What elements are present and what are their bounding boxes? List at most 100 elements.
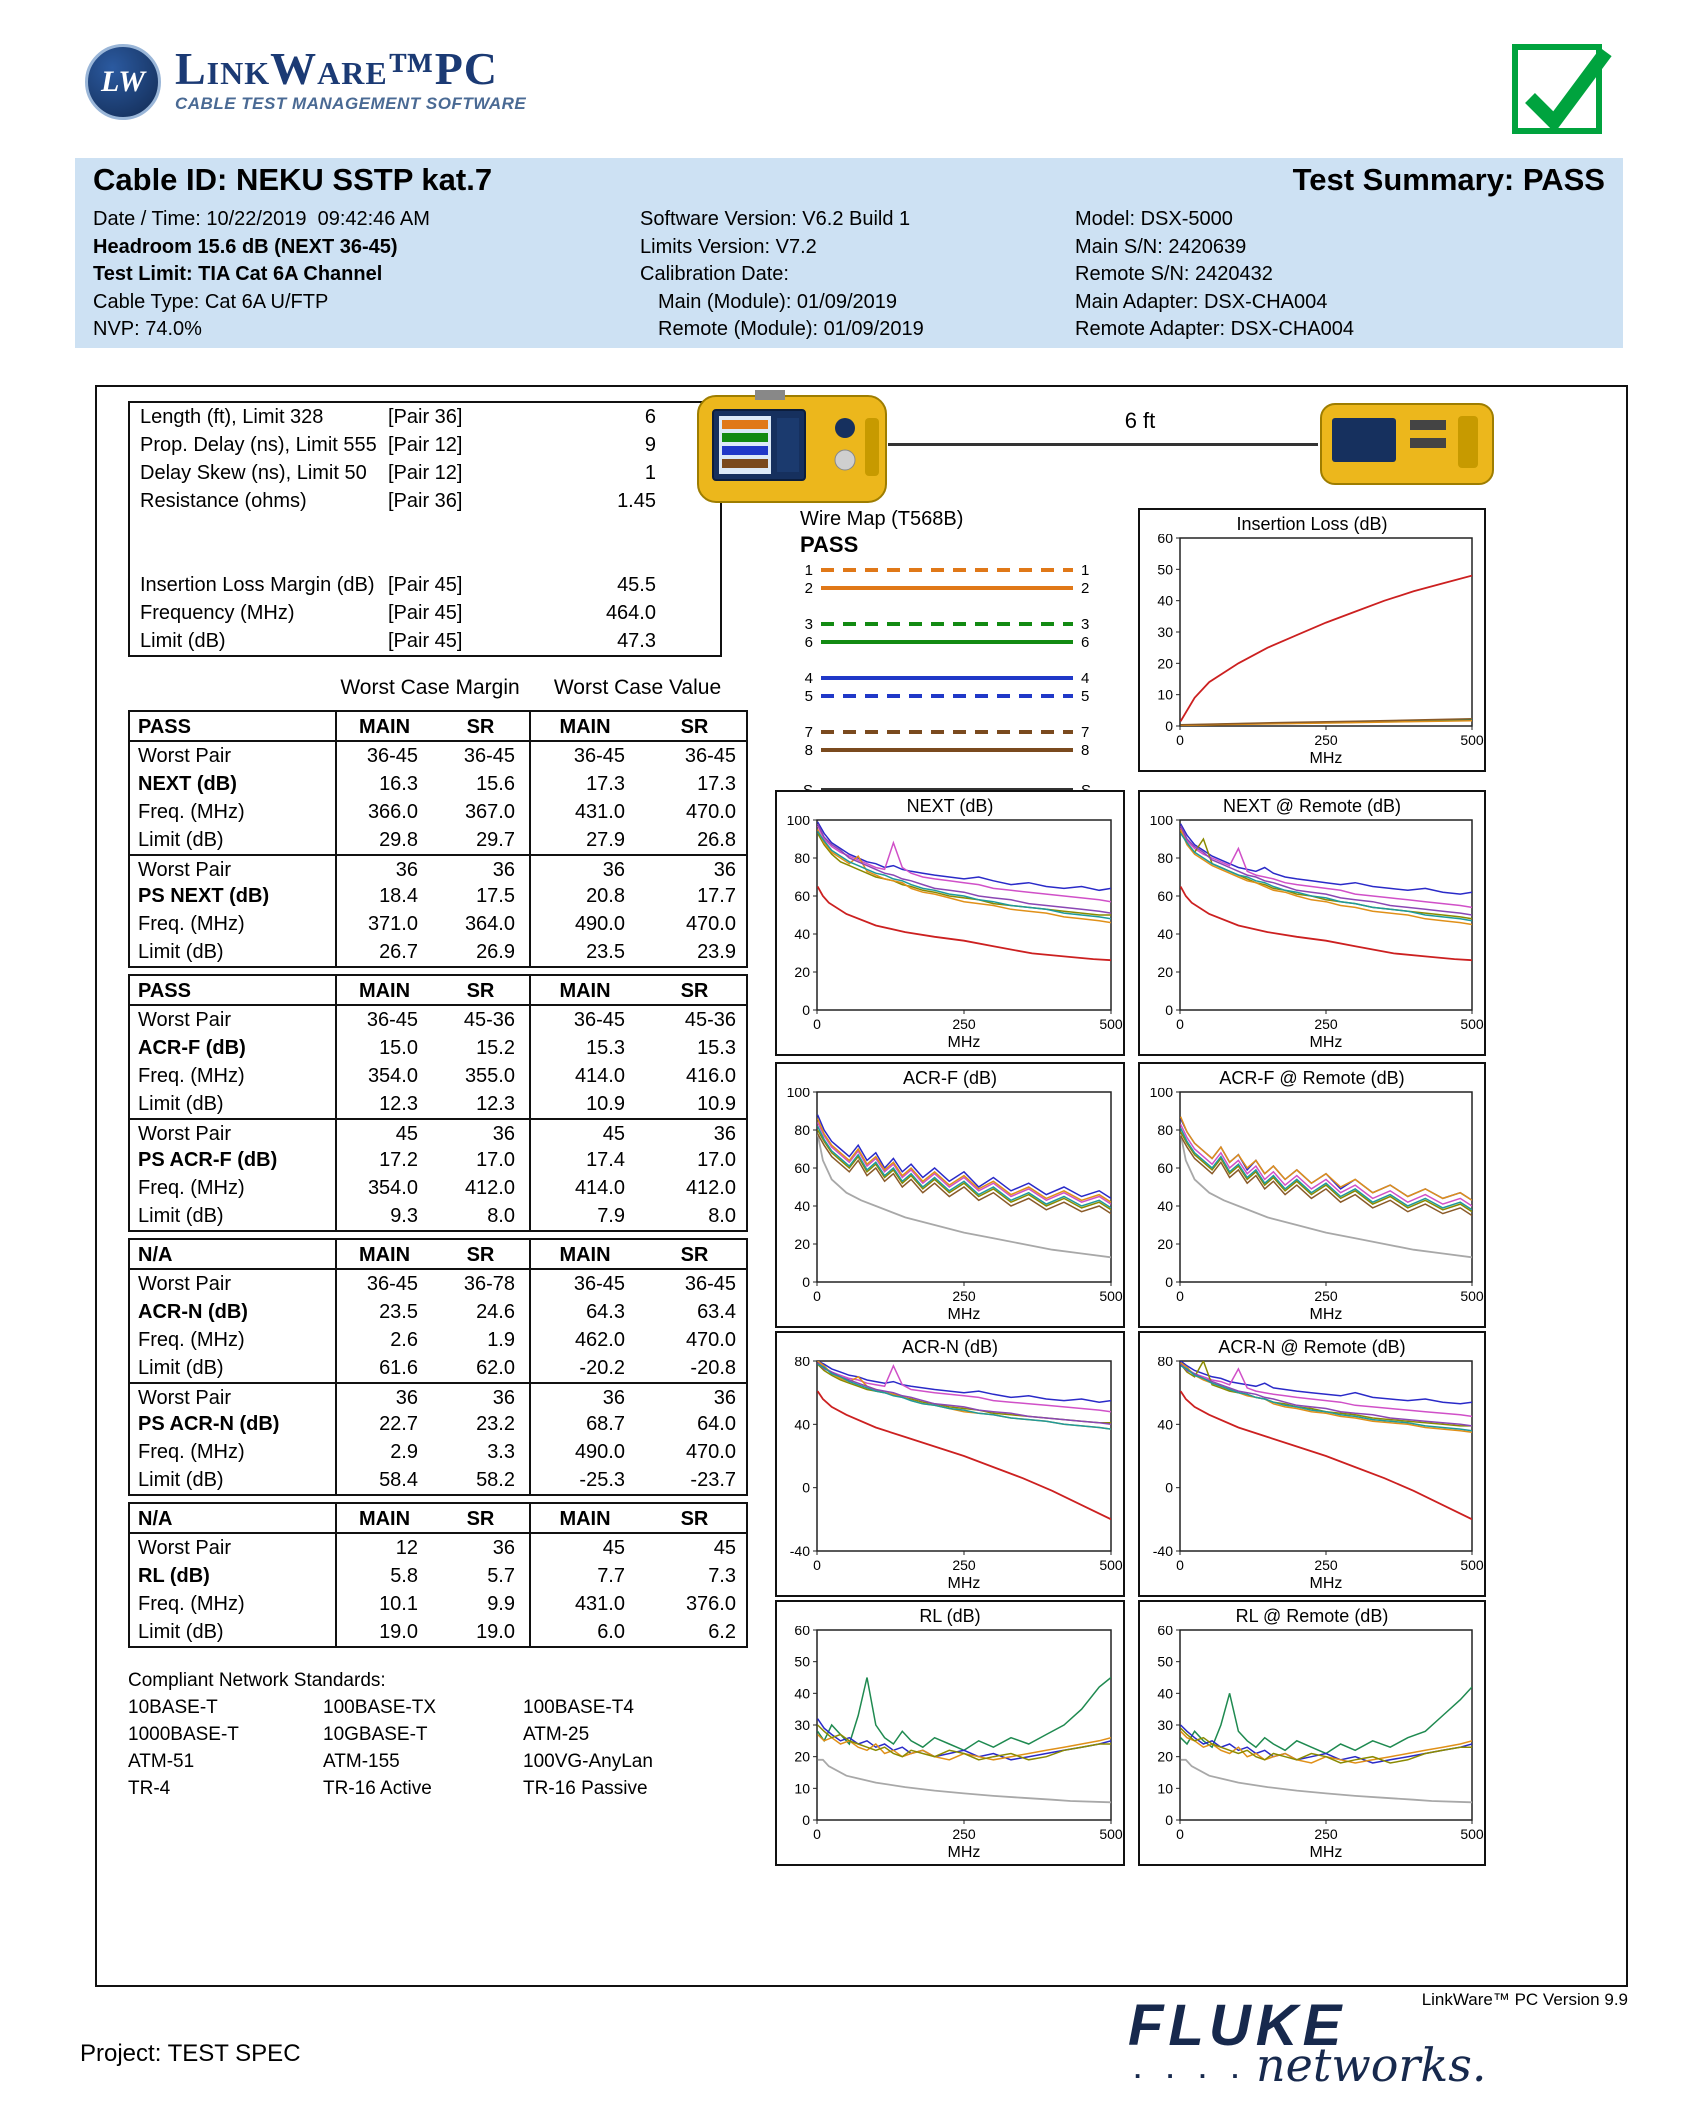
results-block: N/A MAIN SR MAIN SR Worst Pair 36-45 36-78 36-45… — [128, 1238, 748, 1496]
results-cell: 36-45 — [335, 1270, 432, 1298]
worst-case-margin-header: Worst Case Margin — [340, 676, 520, 699]
svg-text:100: 100 — [787, 816, 811, 828]
results-status: PASS — [138, 980, 191, 1002]
svg-text:MHz: MHz — [1310, 1306, 1343, 1323]
standards-item: 100VG-AnyLan — [523, 1751, 653, 1772]
svg-text:MHz: MHz — [1310, 1844, 1343, 1861]
standards-item: 1000BASE-T — [128, 1724, 239, 1745]
results-cell: 15.0 — [335, 1034, 432, 1062]
results-cell: 5.8 — [335, 1562, 432, 1590]
summary-label: Delay Skew (ns), Limit 50 — [140, 462, 367, 484]
chart-next-main: NEXT (dB) 0 20 40 60 80 100 0 250 500 MHz — [775, 790, 1125, 1056]
svg-text:80: 80 — [794, 1357, 810, 1369]
results-cell: 36 — [713, 1123, 736, 1145]
svg-text:80: 80 — [794, 1122, 810, 1138]
wiremap-pin-right: 8 — [1081, 742, 1090, 759]
standards-item: ATM-25 — [523, 1724, 590, 1745]
chart-plot-acrf_remote: 0 20 40 60 80 100 0 250 500 MHz — [1150, 1084, 1484, 1323]
chart-plot-il: 0 10 20 30 40 50 60 0 250 500 MHz — [1157, 530, 1483, 767]
svg-text:500: 500 — [1099, 1288, 1123, 1304]
svg-text:60: 60 — [794, 1160, 810, 1176]
wiremap-diagram: 1122336644557788SS — [795, 562, 1107, 806]
chart-title: Insertion Loss (dB) — [1236, 514, 1388, 534]
results-cell: 12.3 — [476, 1093, 515, 1115]
chart-acrf-main: ACR-F (dB) 0 20 40 60 80 100 0 250 500 MHz — [775, 1062, 1125, 1328]
results-row-label: NEXT (dB) — [138, 773, 237, 795]
results-cell: 8.0 — [708, 1205, 736, 1227]
svg-text:20: 20 — [1157, 655, 1173, 671]
chart-title: ACR-N @ Remote (dB) — [1218, 1337, 1406, 1357]
wiremap-pin-right: 2 — [1081, 580, 1090, 597]
results-col-header: SR — [466, 1244, 495, 1266]
results-col-header: MAIN — [529, 1240, 639, 1270]
results-row-label: Worst Pair — [138, 859, 231, 881]
results-cell: 7.7 — [529, 1562, 639, 1590]
results-col-header: MAIN — [335, 976, 432, 1006]
results-cell: 16.3 — [335, 770, 432, 798]
results-row-label: Worst Pair — [138, 1009, 231, 1031]
svg-text:60: 60 — [1157, 888, 1173, 904]
standards-item: 10GBASE-T — [323, 1724, 428, 1745]
wiremap-pin-right: 4 — [1081, 670, 1090, 687]
svg-text:0: 0 — [813, 1557, 821, 1573]
svg-text:40: 40 — [794, 1198, 810, 1214]
standards-row: TR-4 TR-16 Active TR-16 Passive — [128, 1775, 768, 1802]
svg-text:20: 20 — [1157, 1236, 1173, 1252]
results-row-label: Worst Pair — [138, 1537, 231, 1559]
svg-text:500: 500 — [1099, 1557, 1123, 1573]
summary-pair: [Pair 45] — [388, 630, 463, 652]
results-row-label: ACR-N (dB) — [138, 1301, 248, 1323]
logo-subtitle: CABLE TEST MANAGEMENT SOFTWARE — [175, 94, 527, 113]
test-summary: Test Summary: PASS — [1292, 162, 1605, 197]
results-cell: 354.0 — [335, 1174, 432, 1202]
results-row-label: Worst Pair — [138, 1387, 231, 1409]
header-info-line: NVP: 74.0% — [93, 318, 202, 340]
summary-value: 1 — [644, 462, 656, 484]
results-row: Worst Pair 12 36 45 45 — [130, 1534, 746, 1562]
chart-acrf-remote: ACR-F @ Remote (dB) 0 20 40 60 80 100 0 250 500 MH… — [1138, 1062, 1486, 1328]
results-cell: 376.0 — [685, 1593, 736, 1615]
wiremap-pin-left: 4 — [804, 670, 813, 687]
header-info-line: Remote Adapter: DSX-CHA004 — [1075, 318, 1355, 340]
results-cell: 36 — [529, 1384, 639, 1412]
header-info-col2: Software Version: V6.2 Build 1 Limits Ver… — [640, 206, 924, 344]
chart-title: RL (dB) — [919, 1606, 981, 1626]
svg-text:10: 10 — [1157, 687, 1173, 703]
svg-text:30: 30 — [1157, 624, 1173, 640]
results-cell: 15.2 — [476, 1037, 515, 1059]
results-row: Limit (dB) 26.7 26.9 23.5 23.9 — [130, 938, 746, 966]
standards-item: TR-16 Passive — [523, 1778, 648, 1799]
header-info-line: Calibration Date: — [640, 263, 789, 285]
results-cell: 6.0 — [529, 1618, 639, 1646]
results-row-label: Freq. (MHz) — [138, 1177, 245, 1199]
results-cell: 20.8 — [529, 882, 639, 910]
svg-text:0: 0 — [802, 1812, 810, 1828]
logo-text: LinkWare™PC CABLE TEST MANAGEMENT SOFTWA… — [175, 44, 526, 114]
results-cell: 12.3 — [335, 1090, 432, 1118]
svg-text:0: 0 — [813, 1016, 821, 1032]
chart-plot-next_remote: 0 20 40 60 80 100 0 250 500 MHz — [1150, 812, 1484, 1051]
summary-label: Frequency (MHz) — [140, 602, 295, 624]
results-cell: 15.3 — [529, 1034, 639, 1062]
results-blocks: PASS MAIN SR MAIN SR Worst Pair 36-45 36-45 36-4… — [128, 710, 752, 1654]
header-info-line: Main Adapter: DSX-CHA004 — [1075, 290, 1328, 313]
results-cell: 23.2 — [476, 1413, 515, 1435]
summary-value: 47.3 — [617, 630, 656, 652]
summary-value: 45.5 — [617, 574, 656, 596]
wiremap-pin-right: 5 — [1081, 688, 1090, 705]
header-band: Cable ID: NEKU SSTP kat.7 Test Summary: … — [75, 158, 1623, 348]
results-cell: 23.5 — [335, 1298, 432, 1326]
results-cell: 17.3 — [529, 770, 639, 798]
wiremap-wire-solid — [821, 748, 1073, 752]
results-cell: 364.0 — [464, 913, 515, 935]
results-row-label: PS ACR-F (dB) — [138, 1149, 278, 1171]
results-cell: 6.2 — [708, 1621, 736, 1643]
header-info-line: Date / Time: 10/22/2019 09:42:46 AM — [93, 208, 430, 230]
svg-text:0: 0 — [813, 1826, 821, 1842]
standards-section: Compliant Network Standards: 10BASE-T 100… — [128, 1668, 768, 1802]
results-row: Worst Pair 36-45 45-36 36-45 45-36 — [130, 1006, 746, 1034]
chart-next-remote: NEXT @ Remote (dB) 0 20 40 60 80 100 0 250 500 MHz — [1138, 790, 1486, 1056]
results-cell: 5.7 — [487, 1565, 515, 1587]
